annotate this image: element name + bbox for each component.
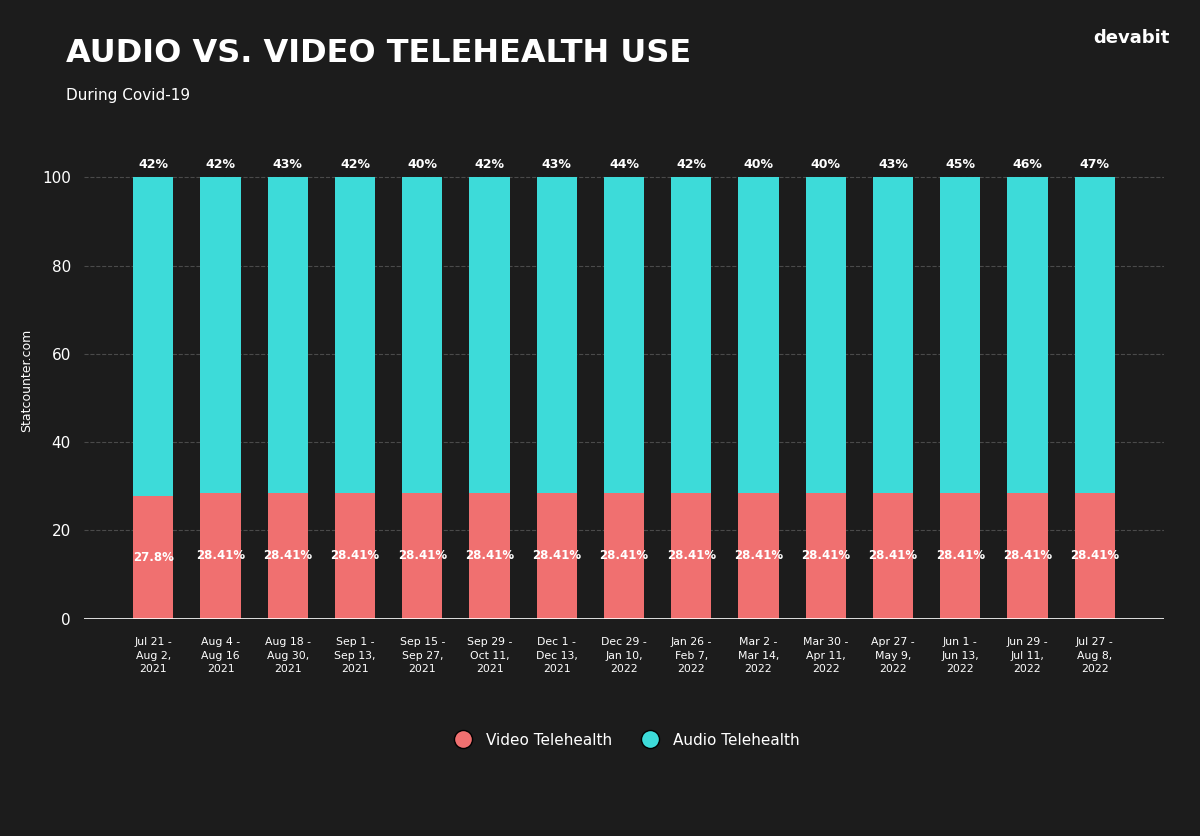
Text: 28.41%: 28.41%: [1070, 549, 1120, 563]
Text: 28.41%: 28.41%: [464, 549, 514, 563]
Bar: [335, 177, 376, 493]
Bar: [872, 177, 913, 493]
Text: 45%: 45%: [946, 158, 976, 171]
Text: 28.41%: 28.41%: [397, 549, 446, 563]
Text: 42%: 42%: [138, 158, 168, 171]
Bar: [133, 496, 174, 619]
Text: 27.8%: 27.8%: [133, 551, 174, 563]
Bar: [805, 493, 846, 619]
Text: 40%: 40%: [811, 158, 841, 171]
Text: 42%: 42%: [677, 158, 707, 171]
Bar: [335, 493, 376, 619]
Bar: [604, 177, 644, 493]
Text: 43%: 43%: [272, 158, 302, 171]
Text: 28.41%: 28.41%: [196, 549, 245, 563]
Bar: [805, 177, 846, 493]
Bar: [200, 493, 241, 619]
Bar: [268, 177, 308, 493]
Text: 46%: 46%: [1013, 158, 1043, 171]
Bar: [469, 493, 510, 619]
Bar: [469, 177, 510, 493]
Bar: [604, 493, 644, 619]
Text: 28.41%: 28.41%: [667, 549, 716, 563]
Text: 40%: 40%: [407, 158, 437, 171]
Bar: [872, 493, 913, 619]
Text: 44%: 44%: [610, 158, 640, 171]
Text: 28.41%: 28.41%: [802, 549, 851, 563]
Text: 28.41%: 28.41%: [734, 549, 784, 563]
Text: 47%: 47%: [1080, 158, 1110, 171]
Bar: [402, 493, 443, 619]
Text: AUDIO VS. VIDEO TELEHEALTH USE: AUDIO VS. VIDEO TELEHEALTH USE: [66, 38, 691, 69]
Bar: [738, 493, 779, 619]
Text: 28.41%: 28.41%: [1003, 549, 1052, 563]
Text: 28.41%: 28.41%: [936, 549, 985, 563]
Text: 28.41%: 28.41%: [532, 549, 581, 563]
Legend: Video Telehealth, Audio Telehealth: Video Telehealth, Audio Telehealth: [442, 726, 806, 754]
Bar: [402, 177, 443, 493]
Text: 28.41%: 28.41%: [600, 549, 648, 563]
Bar: [940, 177, 980, 493]
Bar: [1074, 493, 1115, 619]
Text: 40%: 40%: [744, 158, 774, 171]
Text: 43%: 43%: [878, 158, 908, 171]
Text: 42%: 42%: [205, 158, 235, 171]
Bar: [1007, 493, 1048, 619]
Bar: [268, 493, 308, 619]
Bar: [671, 177, 712, 493]
Bar: [536, 177, 577, 493]
Text: devabit: devabit: [1093, 29, 1170, 48]
Bar: [1074, 177, 1115, 493]
Text: 28.41%: 28.41%: [263, 549, 312, 563]
Text: 42%: 42%: [474, 158, 504, 171]
Bar: [940, 493, 980, 619]
Text: 42%: 42%: [340, 158, 370, 171]
Bar: [738, 177, 779, 493]
Bar: [200, 177, 241, 493]
Text: 28.41%: 28.41%: [869, 549, 918, 563]
Text: During Covid-19: During Covid-19: [66, 88, 190, 103]
Bar: [536, 493, 577, 619]
Bar: [133, 177, 174, 496]
Bar: [1007, 177, 1048, 493]
Text: 43%: 43%: [542, 158, 571, 171]
Y-axis label: Statcounter.com: Statcounter.com: [20, 329, 34, 432]
Text: 28.41%: 28.41%: [330, 549, 379, 563]
Bar: [671, 493, 712, 619]
